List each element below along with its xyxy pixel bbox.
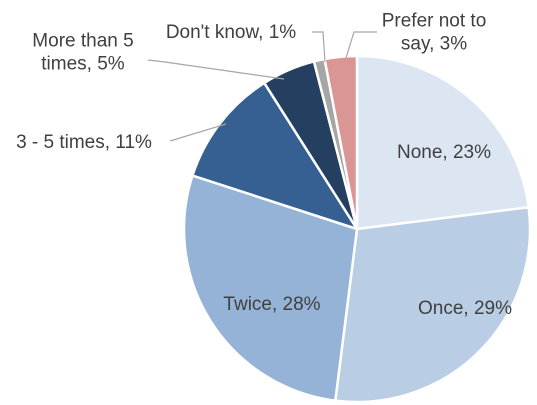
data-label: None, 23% bbox=[397, 142, 491, 163]
data-labels: None, 23% Once, 29% Twice, 28% 3 - 5 times,… bbox=[16, 11, 512, 320]
data-label: Twice, 28% bbox=[223, 294, 320, 315]
data-label: 3 - 5 times, 11% bbox=[16, 132, 152, 153]
data-label-line: More than 5 bbox=[32, 31, 133, 52]
leader-line bbox=[169, 123, 227, 142]
data-label: More than 5 times, 5% bbox=[32, 31, 133, 75]
pie-slice-once bbox=[334, 206, 532, 404]
data-label-line: Prefer not to bbox=[382, 11, 487, 32]
pie-slice-none bbox=[355, 54, 530, 231]
data-label-line: Don't know, 1% bbox=[166, 22, 296, 43]
pie-slice-3-5-times bbox=[191, 81, 359, 231]
data-label: Don't know, 1% bbox=[166, 22, 296, 43]
data-label-line: None, 23% bbox=[397, 142, 491, 163]
pie-slices bbox=[182, 54, 532, 404]
leader-line bbox=[312, 31, 326, 63]
data-label-line: Twice, 28% bbox=[223, 294, 320, 315]
leader-lines bbox=[147, 31, 377, 142]
data-label: Prefer not to say, 3% bbox=[382, 11, 487, 55]
leader-line bbox=[147, 59, 285, 80]
data-label: Once, 29% bbox=[418, 298, 512, 319]
leader-line bbox=[345, 31, 377, 59]
data-label-line: say, 3% bbox=[401, 34, 467, 55]
data-label-line: times, 5% bbox=[41, 54, 125, 75]
data-label-line: Once, 29% bbox=[418, 298, 512, 319]
pie-slice-twice bbox=[182, 174, 359, 402]
data-label-line: 3 - 5 times, 11% bbox=[16, 132, 152, 153]
